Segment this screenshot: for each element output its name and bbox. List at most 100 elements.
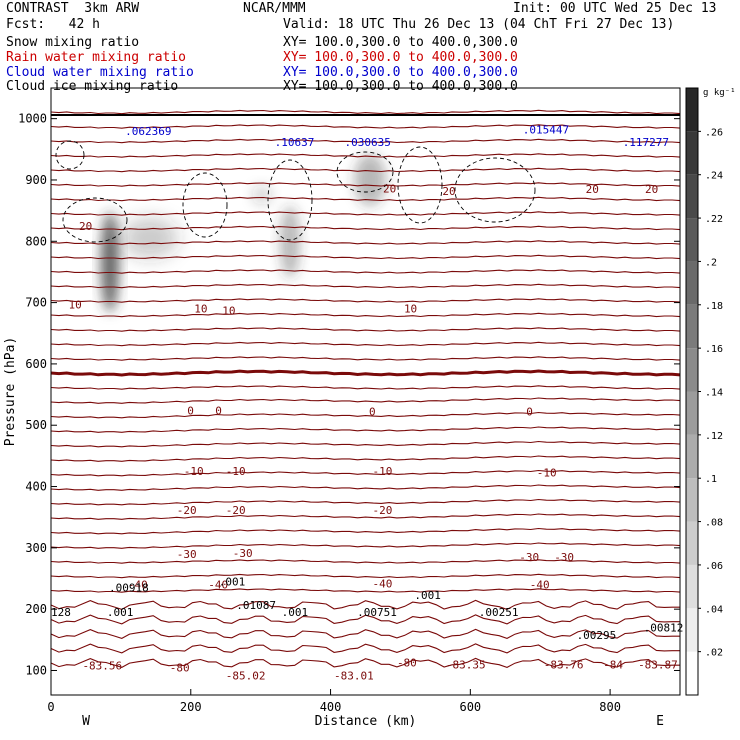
isotherm-line (50, 426, 681, 433)
isotherm-line (50, 327, 681, 332)
isotherm-line (50, 397, 681, 404)
colorbar-tick-label: .12 (705, 431, 723, 442)
isotherm-line (50, 124, 681, 129)
mixing-ratio-label: 128 (51, 606, 71, 619)
isotherm-line (50, 614, 680, 625)
isotherm-line (50, 369, 681, 377)
isotherm-line (50, 153, 681, 158)
colorbar-tick-label: .02 (705, 648, 723, 659)
isotherm-label: -83.01 (334, 669, 374, 682)
isotherm-label: 10 (222, 305, 235, 318)
plot-frame (50, 87, 681, 696)
isotherm-layer (50, 109, 681, 668)
colorbar-tick-label: .26 (705, 127, 723, 138)
isotherm-line (50, 657, 680, 668)
isotherm-line (50, 283, 681, 289)
isotherm-label: 0 (526, 406, 533, 419)
y-tick-label: 900 (25, 173, 47, 187)
isotherm-label: -80 (170, 661, 190, 674)
isotherm-label: 20 (79, 220, 92, 233)
isotherm-label: 20 (645, 183, 658, 196)
mixing-ratio-label: .00918 (109, 582, 149, 595)
isotherm-line (50, 573, 681, 579)
cloud-ice-contour (454, 157, 536, 223)
cloud-ice-contour (397, 146, 443, 224)
isotherm-line (50, 385, 681, 390)
snow-shading-blob (252, 185, 272, 205)
isotherm-line (50, 513, 681, 520)
colorbar-step (686, 521, 698, 565)
x-tick-label: 600 (459, 700, 481, 714)
isotherm-line (50, 411, 681, 419)
snow-shading-blob (354, 154, 386, 206)
isotherm-label: -10 (372, 465, 392, 478)
colorbar-step (686, 88, 698, 132)
cloud-ice-contour (267, 159, 313, 241)
field-name-snow: Snow mixing ratio (6, 35, 140, 50)
colorbar-tick-label: .06 (705, 561, 723, 572)
colorbar-tick-label: .04 (705, 604, 723, 615)
colorbar-step (686, 348, 698, 392)
isotherm-line (50, 527, 681, 535)
mixing-ratio-label: .001 (107, 606, 133, 619)
colorbar-step (686, 174, 698, 219)
isotherm-label: 10 (68, 298, 81, 311)
field-xy-cloud-ice: XY= 100.0,300.0 to 400.0,300.0 (283, 79, 518, 94)
isotherm-label: -20 (226, 504, 246, 517)
colorbar-unit: g kg⁻¹ (703, 88, 736, 98)
mixing-ratio-label: .01087 (236, 599, 276, 612)
colorbar-tick-label: .2 (705, 257, 717, 268)
mixing-ratio-label: .001 (219, 576, 246, 589)
isotherm-line (50, 240, 681, 245)
isotherm-line (50, 254, 681, 260)
east-label: E (656, 714, 664, 729)
isotherm-label: 20 (383, 183, 396, 196)
isotherm-label: 20 (442, 185, 455, 198)
isotherm-line (50, 542, 681, 549)
mixing-ratio-label: .015447 (523, 124, 569, 137)
isotherm-label: -40 (372, 577, 392, 590)
field-name-cloud-water: Cloud water mixing ratio (6, 65, 194, 80)
isotherm-label: -30 (177, 548, 197, 561)
isotherm-label: -30 (233, 547, 253, 560)
isotherm-line (50, 225, 681, 231)
mixing-ratio-label: .10637 (275, 136, 315, 149)
isotherm-label: 10 (404, 303, 417, 316)
colorbar-step (686, 651, 698, 695)
field-xy-cloud-water: XY= 100.0,300.0 to 400.0,300.0 (283, 65, 518, 80)
isotherm-label: -83.35 (446, 658, 486, 671)
isotherm-label: 0 (369, 406, 376, 419)
isotherm-label: -80 (397, 657, 417, 670)
isotherm-line (50, 196, 681, 202)
colorbar-tick-label: .14 (705, 388, 723, 399)
y-tick-label: 100 (25, 663, 47, 677)
field-xy-snow: XY= 100.0,300.0 to 400.0,300.0 (283, 35, 518, 50)
y-tick-label: 800 (25, 234, 47, 248)
isotherm-line (50, 109, 681, 115)
colorbar-step (686, 218, 698, 262)
isotherm-label: 10 (194, 303, 207, 316)
isotherm-line (50, 298, 681, 303)
cloud-ice-contour (182, 172, 228, 238)
isotherm-label: -83.76 (544, 658, 584, 671)
isotherm-line (50, 643, 680, 654)
contour-label-layer: -83.56 -85.02 -83.01 -83.35 -83.76 -84 -83.87 -… (51, 124, 683, 683)
chart-title: CONTRAST 3km ARW (6, 1, 140, 16)
isotherm-line (50, 559, 681, 564)
snow-shading-blob (101, 212, 119, 312)
colorbar-step (686, 564, 698, 609)
isotherm-line (50, 341, 681, 347)
y-tick-label: 200 (25, 602, 47, 616)
field-xy-rain: XY= 100.0,300.0 to 400.0,300.0 (283, 50, 518, 65)
isotherm-label: -40 (208, 579, 228, 592)
field-name-cloud-ice: Cloud ice mixing ratio (6, 79, 179, 94)
isotherm-line (50, 484, 681, 491)
y-tick-label: 400 (25, 480, 47, 494)
x-tick-label: 200 (180, 700, 202, 714)
isotherm-label: -85.02 (226, 669, 266, 682)
isotherm-line (50, 167, 681, 173)
isotherm-line (50, 269, 681, 274)
cloud-ice-contour (62, 197, 128, 243)
colorbar-step (686, 261, 698, 305)
colorbar-step (686, 478, 698, 522)
